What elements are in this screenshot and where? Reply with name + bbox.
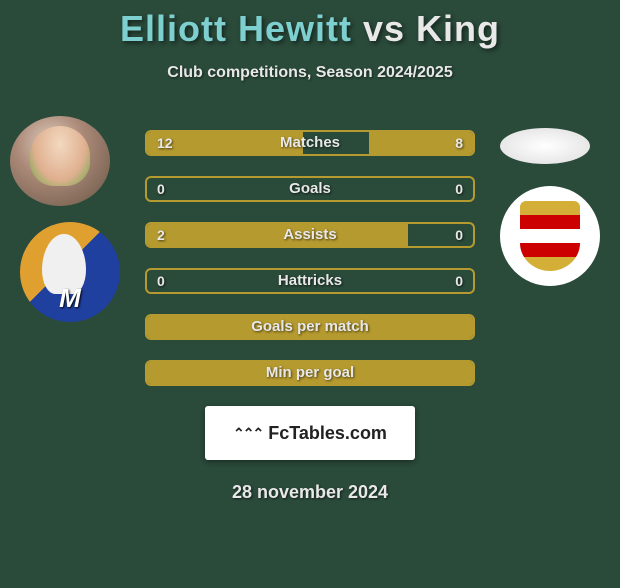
player1-name: Elliott Hewitt bbox=[120, 8, 352, 49]
player2-club-crest bbox=[500, 186, 600, 286]
stat-row-min-per-goal: Min per goal bbox=[145, 360, 475, 386]
subtitle: Club competitions, Season 2024/2025 bbox=[0, 64, 620, 82]
stat-label: Assists bbox=[147, 224, 473, 246]
stat-label: Hattricks bbox=[147, 270, 473, 292]
player2-name: King bbox=[416, 8, 500, 49]
stat-row-assists: 20Assists bbox=[145, 222, 475, 248]
stat-label: Goals per match bbox=[147, 316, 473, 338]
stat-label: Min per goal bbox=[147, 362, 473, 384]
date-label: 28 november 2024 bbox=[0, 482, 620, 503]
stat-row-goals-per-match: Goals per match bbox=[145, 314, 475, 340]
logo-chevrons-icon: ⌃⌃⌃ bbox=[233, 425, 262, 442]
vs-text: vs bbox=[363, 8, 405, 49]
fctables-logo: ⌃⌃⌃ FcTables.com bbox=[233, 423, 387, 444]
page-title: Elliott Hewitt vs King bbox=[0, 8, 620, 50]
player2-avatar bbox=[500, 128, 590, 164]
stat-row-hattricks: 00Hattricks bbox=[145, 268, 475, 294]
fctables-badge[interactable]: ⌃⌃⌃ FcTables.com bbox=[205, 406, 415, 460]
player1-club-crest bbox=[20, 222, 120, 322]
stat-label: Matches bbox=[147, 132, 473, 154]
stat-row-matches: 128Matches bbox=[145, 130, 475, 156]
player1-avatar bbox=[10, 116, 110, 206]
fctables-text: FcTables.com bbox=[268, 423, 387, 444]
stat-row-goals: 00Goals bbox=[145, 176, 475, 202]
stat-label: Goals bbox=[147, 178, 473, 200]
